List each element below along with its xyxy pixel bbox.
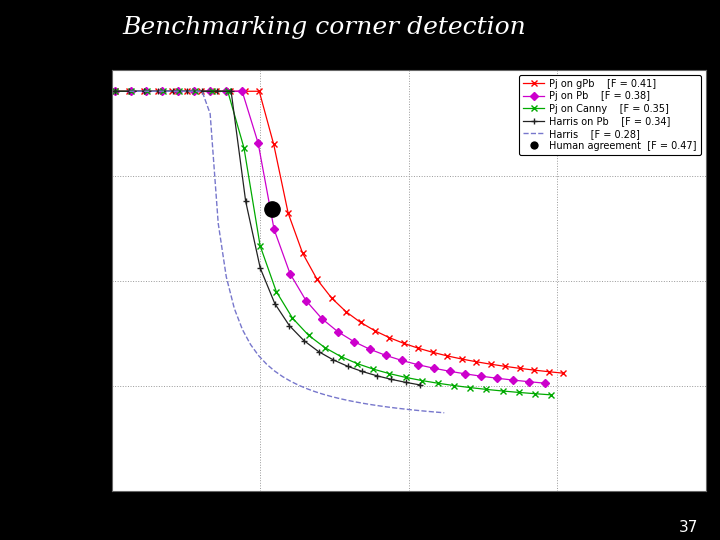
Text: 37: 37 <box>679 519 698 535</box>
Y-axis label: Precision: Precision <box>62 253 75 309</box>
Text: Benchmarking corner detection: Benchmarking corner detection <box>122 16 526 39</box>
X-axis label: Recall: Recall <box>390 516 428 529</box>
Legend: Pj on gPb    [F = 0.41], Pj on Pb    [F = 0.38], Pj on Canny    [F = 0.35], Harr: Pj on gPb [F = 0.41], Pj on Pb [F = 0.38… <box>519 75 701 155</box>
